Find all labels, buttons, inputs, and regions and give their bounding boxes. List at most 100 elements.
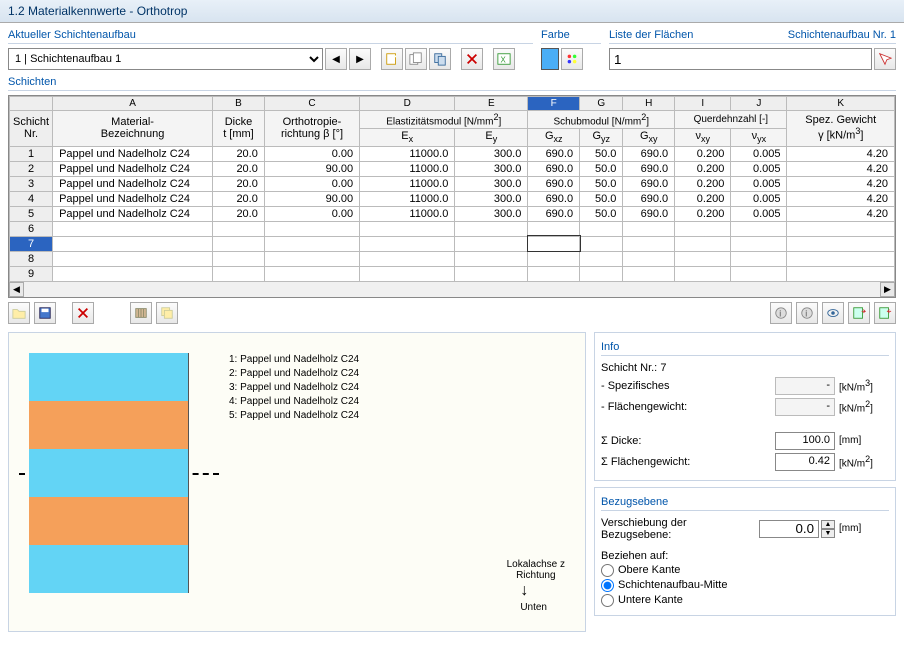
sum-flg-value: 0.42: [775, 453, 835, 471]
diagram-layer-label: 2: Pappel und Nadelholz C24: [229, 367, 359, 381]
diagram-layer-label: 4: Pappel und Nadelholz C24: [229, 395, 359, 409]
horizontal-scrollbar[interactable]: ◀▶: [9, 282, 895, 297]
open-folder-icon[interactable]: [8, 302, 30, 324]
table-row-empty[interactable]: 6: [10, 221, 895, 236]
info-header: Info: [601, 339, 889, 356]
svg-text:i: i: [779, 308, 781, 318]
view-icon[interactable]: [822, 302, 844, 324]
next-button[interactable]: ▶: [349, 48, 371, 70]
svg-text:X: X: [501, 56, 507, 65]
schichtenaufbau-dropdown[interactable]: 1 | Schichtenaufbau 1: [8, 48, 323, 70]
layers-icon[interactable]: [156, 302, 178, 324]
group-querdehnzahl: Querdehnzahl [-]: [675, 111, 787, 129]
sum-dicke-label: Σ Dicke:: [601, 435, 775, 447]
radio-schichtenaufbau-mitte[interactable]: [601, 579, 614, 592]
table-row[interactable]: 5Pappel und Nadelholz C2420.00.0011000.0…: [10, 206, 895, 221]
col-letter-F[interactable]: F: [528, 97, 580, 111]
new-icon[interactable]: [381, 48, 403, 70]
col-gxz: Gxz: [528, 129, 580, 146]
col-spez-gewicht: Spez. Gewichtγ [kN/m3]: [787, 111, 895, 147]
col-letter-K[interactable]: K: [787, 97, 895, 111]
col-letter-D[interactable]: D: [360, 97, 455, 111]
diagram-layer-label: 5: Pappel und Nadelholz C24: [229, 409, 359, 423]
col-letter-H[interactable]: H: [623, 97, 675, 111]
diagram-layer-label: 3: Pappel und Nadelholz C24: [229, 381, 359, 395]
spez-label: - Spezifisches: [601, 380, 775, 392]
pick-surface-icon[interactable]: [874, 48, 896, 70]
group-emodul: Elastizitätsmodul [N/mm2]: [360, 111, 528, 129]
bezugsebene-panel: Bezugsebene Verschiebung der Bezugsebene…: [594, 487, 896, 616]
delete-icon[interactable]: [461, 48, 483, 70]
color-picker-icon[interactable]: [561, 48, 583, 70]
col-letter-G[interactable]: G: [580, 97, 623, 111]
col-letter-J[interactable]: J: [731, 97, 787, 111]
col-letter-E[interactable]: E: [455, 97, 528, 111]
radio-obere-kante[interactable]: [601, 564, 614, 577]
col-orthotropie: Orthotropie-richtung β [°]: [264, 111, 359, 147]
diagram-layer: [29, 545, 189, 593]
col-vxy: νxy: [675, 129, 731, 146]
col-ey: Ey: [455, 129, 528, 146]
save-icon[interactable]: [34, 302, 56, 324]
flg-label: - Flächengewicht:: [601, 401, 775, 413]
col-letter-I[interactable]: I: [675, 97, 731, 111]
panel-farbe: Farbe: [541, 27, 601, 70]
bezug-header: Bezugsebene: [601, 494, 889, 511]
col-ex: Ex: [360, 129, 455, 146]
table-row[interactable]: 1Pappel und Nadelholz C2420.00.0011000.0…: [10, 146, 895, 161]
col-gyz: Gyz: [580, 129, 623, 146]
schichtenaufbau-nr: Schichtenaufbau Nr. 1: [788, 29, 896, 41]
table-row[interactable]: 3Pappel und Nadelholz C2420.00.0011000.0…: [10, 176, 895, 191]
svg-text:i: i: [805, 308, 807, 318]
table-row[interactable]: 4Pappel und Nadelholz C2420.090.0011000.…: [10, 191, 895, 206]
info-icon[interactable]: i: [770, 302, 792, 324]
diagram-layer: [29, 449, 189, 497]
col-gxy: Gxy: [623, 129, 675, 146]
import-icon[interactable]: [848, 302, 870, 324]
table-row-empty[interactable]: 8: [10, 251, 895, 266]
info2-icon[interactable]: i: [796, 302, 818, 324]
header-liste: Liste der Flächen Schichtenaufbau Nr. 1: [609, 27, 896, 44]
layer-diagram: 1: Pappel und Nadelholz C242: Pappel und…: [8, 332, 586, 632]
active-cell[interactable]: [528, 236, 580, 251]
beziehen-label: Beziehen auf:: [601, 550, 889, 562]
spez-value: -: [775, 377, 835, 395]
info-panel: Info Schicht Nr.: 7 - Spezifisches-[kN/m…: [594, 332, 896, 481]
table-row-empty[interactable]: 7: [10, 236, 895, 251]
spin-up[interactable]: ▲: [821, 520, 835, 529]
flg-value: -: [775, 398, 835, 416]
arrow-down-icon: ↓Unten: [520, 582, 547, 613]
diagram-layer: [29, 497, 189, 545]
prev-button[interactable]: ◀: [325, 48, 347, 70]
delete-row-icon[interactable]: [72, 302, 94, 324]
col-vyx: νyx: [731, 129, 787, 146]
verschiebung-label: Verschiebung der Bezugsebene:: [601, 517, 759, 541]
export-icon[interactable]: [874, 302, 896, 324]
diagram-layer: [29, 401, 189, 449]
radio-untere-kante[interactable]: [601, 594, 614, 607]
schichten-table: ABCDEFGHIJK SchichtNr. Material-Bezeichn…: [8, 95, 896, 298]
header-aktuell: Aktueller Schichtenaufbau: [8, 27, 533, 44]
panel-liste-flaechen: Liste der Flächen Schichtenaufbau Nr. 1: [609, 27, 896, 70]
duplicate-icon[interactable]: [429, 48, 451, 70]
liste-input[interactable]: [609, 48, 872, 70]
color-swatch[interactable]: [541, 48, 559, 70]
col-material: Material-Bezeichnung: [53, 111, 213, 147]
export-excel-icon[interactable]: X: [493, 48, 515, 70]
header-farbe: Farbe: [541, 27, 601, 44]
library-icon[interactable]: [130, 302, 152, 324]
spin-down[interactable]: ▼: [821, 529, 835, 538]
col-dicke: Dicket [mm]: [213, 111, 265, 147]
sum-dicke-value: 100.0: [775, 432, 835, 450]
window-title: 1.2 Materialkennwerte - Orthotrop: [0, 0, 904, 23]
copy-icon[interactable]: [405, 48, 427, 70]
table-row-empty[interactable]: 9: [10, 266, 895, 281]
verschiebung-input[interactable]: [759, 520, 819, 538]
axis-label: Lokalachse zRichtung: [507, 559, 565, 581]
col-letter-B[interactable]: B: [213, 97, 265, 111]
col-letter-A[interactable]: A: [53, 97, 213, 111]
diagram-layer: [29, 353, 189, 401]
sum-flg-label: Σ Flächengewicht:: [601, 456, 775, 468]
col-letter-C[interactable]: C: [264, 97, 359, 111]
table-row[interactable]: 2Pappel und Nadelholz C2420.090.0011000.…: [10, 161, 895, 176]
